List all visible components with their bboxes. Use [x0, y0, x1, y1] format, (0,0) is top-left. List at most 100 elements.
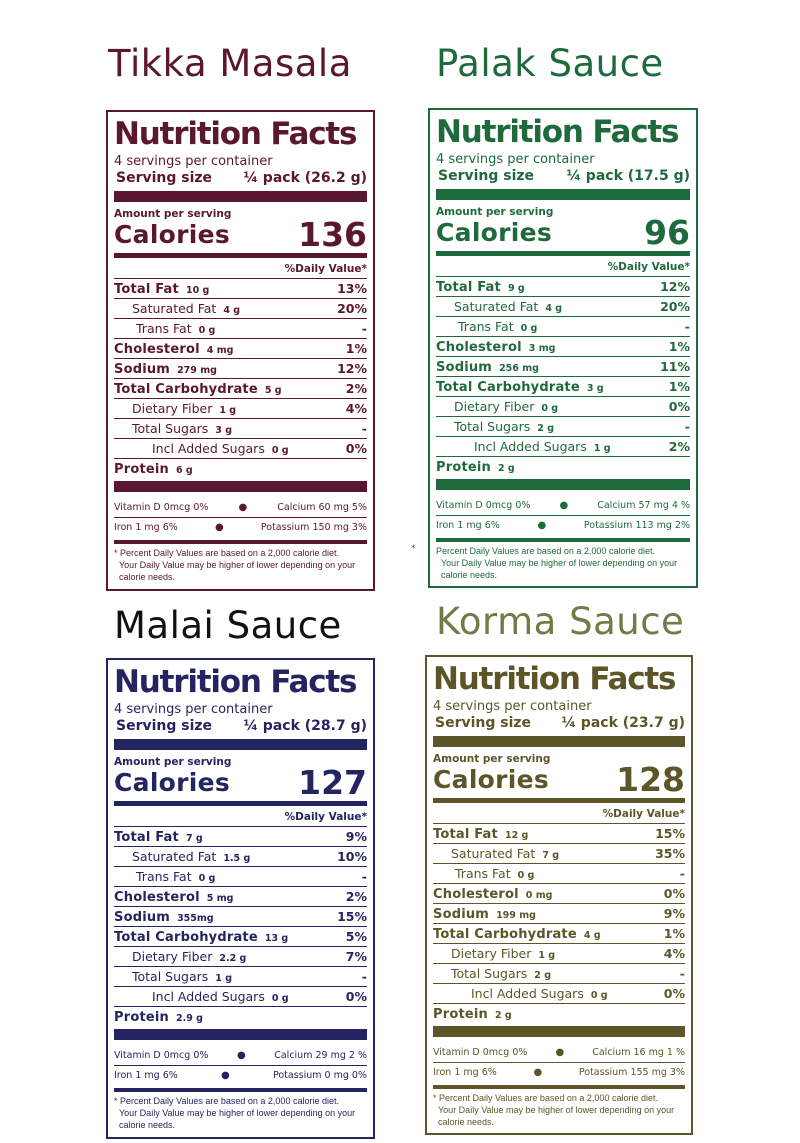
nutrient-row-dietary-fiber: Dietary Fiber 1 g 4% [433, 944, 685, 964]
nutrient-daily-value: 4% [663, 946, 685, 961]
nutrient-label: Saturated Fat [454, 299, 539, 314]
nutrient-label: Incl Added Sugars [474, 439, 587, 454]
footnote-line: calorie needs. [441, 570, 498, 580]
serving-size-row: Serving size ¼ pack (28.7 g) [114, 717, 367, 735]
nutrient-label: Total Carbohydrate [114, 382, 258, 397]
thin-divider [436, 538, 690, 542]
vitamin-d: Vitamin D 0mcg 0% [114, 501, 209, 513]
nutrient-row-sodium: Sodium 279 mg 12% [114, 359, 367, 379]
stray-asterisk: * [411, 544, 416, 554]
nutrient-row-trans-fat: Trans Fat 0 g - [436, 317, 690, 337]
nutrient-label: Total Carbohydrate [436, 380, 580, 395]
nutrient-amount: 2 g [537, 423, 554, 434]
nutrient-row-total-sugars: Total Sugars 1 g - [114, 967, 367, 987]
nutrient-row-total-fat: Total Fat 10 g 13% [114, 279, 367, 299]
nutrient-amount: 4 g [223, 305, 241, 316]
daily-value-header: %Daily Value* [114, 810, 367, 827]
nutrient-amount: 1 g [215, 973, 232, 984]
nutrient-amount: 0 mg [525, 890, 553, 901]
vitamin-d: Vitamin D 0mcg 0% [114, 1049, 209, 1061]
potassium: Potassium 150 mg 3% [260, 522, 367, 533]
calories-value: 127 [298, 763, 367, 802]
nutrient-label: Dietary Fiber [454, 399, 535, 414]
nutrition-facts-heading: Nutrition Facts [436, 114, 679, 150]
nutrient-amount: 0 g [520, 323, 538, 334]
daily-value-header: %Daily Value* [433, 807, 685, 824]
serving-size-row: Serving size ¼ pack (17.5 g) [436, 167, 690, 185]
nutrient-daily-value: 5% [345, 929, 367, 944]
nutrient-daily-value: 12% [660, 279, 690, 294]
iron: Iron 1 mg 6% [114, 1070, 178, 1081]
nutrient-row-sodium: Sodium 199 mg 9% [433, 904, 685, 924]
footnote: * Percent Daily Values are based on a 2,… [114, 547, 367, 583]
calcium: Calcium 57 mg 4 % [597, 499, 690, 511]
serving-size-label: Serving size [435, 715, 532, 731]
nutrient-row-saturated-fat: Saturated Fat 7 g 35% [433, 844, 685, 864]
nutrient-amount: 7 g [185, 833, 203, 844]
thin-divider [433, 1085, 685, 1089]
amount-per-serving: Amount per serving [114, 756, 232, 768]
nutrient-daily-value: 20% [660, 299, 690, 314]
nutrient-row-cholesterol: Cholesterol 3 mg 1% [436, 337, 690, 357]
nutrient-label: Cholesterol [114, 890, 200, 905]
vitamin-row-1: Vitamin D 0mcg 0% ● Calcium 29 mg 2 % [114, 1046, 367, 1066]
nutrient-label: Protein [433, 1007, 489, 1022]
nutrient-daily-value: 35% [655, 846, 685, 861]
serving-size-value: ¼ pack (28.7 g) [243, 718, 367, 734]
nutrient-daily-value: 12% [337, 361, 367, 376]
nutrient-amount: 4 g [583, 930, 601, 941]
nutrient-amount: 1.5 g [223, 853, 251, 864]
serving-size-label: Serving size [116, 718, 213, 734]
nutrient-row-incl-added-sugars: Incl Added Sugars 0 g 0% [433, 984, 685, 1004]
bullet-icon: ● [533, 1067, 543, 1078]
iron: Iron 1 mg 6% [436, 520, 500, 531]
nutrient-row-dietary-fiber: Dietary Fiber 1 g 4% [114, 399, 367, 419]
potassium: Potassium 0 mg 0% [272, 1070, 367, 1081]
nutrient-label: Incl Added Sugars [152, 989, 265, 1004]
nutrient-amount: 1 g [538, 950, 556, 961]
servings-per-container: 4 servings per container [436, 152, 595, 167]
nutrition-panel-malai-sauce: Nutrition Facts 4 servings per container S… [106, 658, 375, 1139]
nutrient-row-trans-fat: Trans Fat 0 g - [114, 867, 367, 887]
serving-size-value: ¼ pack (17.5 g) [566, 168, 690, 184]
nutrient-label: Total Sugars [451, 966, 528, 981]
nutrient-amount: 2 g [534, 970, 551, 981]
calories-label: Calories [114, 768, 231, 797]
nutrient-daily-value: - [684, 319, 690, 334]
nutrition-facts-heading: Nutrition Facts [114, 664, 357, 700]
medium-divider [433, 798, 685, 803]
daily-value-header: %Daily Value* [436, 260, 690, 277]
calories-label: Calories [114, 220, 231, 249]
nutrient-amount: 0 g [271, 993, 289, 1004]
vitamin-row-1: Vitamin D 0mcg 0% ● Calcium 60 mg 5% [114, 498, 367, 518]
nutrient-label: Cholesterol [114, 342, 200, 357]
nutrition-facts-heading: Nutrition Facts [433, 661, 676, 697]
nutrient-label: Saturated Fat [451, 846, 536, 861]
nutrition-panel-tikka-masala: Nutrition Facts 4 servings per container S… [106, 110, 375, 591]
nutrient-daily-value: - [679, 866, 685, 881]
vitamin-row-2: Iron 1 mg 6% ● Potassium 0 mg 0% [114, 1066, 367, 1086]
nutrient-label: Total Fat [114, 282, 179, 297]
calories-row: Calories 128 [433, 763, 685, 796]
thick-divider [436, 189, 690, 200]
nutrient-amount: 4 mg [206, 345, 234, 356]
nutrient-daily-value: - [361, 969, 367, 984]
nutrient-row-protein: Protein 6 g [114, 459, 367, 479]
footnote-line: Your Daily Value may be higher of lower … [438, 1105, 675, 1115]
nutrient-daily-value: 15% [337, 909, 367, 924]
thick-divider [114, 191, 367, 202]
calories-label: Calories [433, 765, 550, 794]
title-tikka-masala: Tikka Masala [108, 42, 352, 85]
nutrition-facts-heading: Nutrition Facts [114, 116, 357, 152]
nutrient-amount: 5 g [264, 385, 282, 396]
bullet-icon: ● [559, 499, 569, 511]
calories-label: Calories [436, 218, 553, 247]
calcium: Calcium 60 mg 5% [277, 501, 367, 513]
bullet-icon: ● [555, 1046, 565, 1058]
nutrient-daily-value: 1% [345, 341, 367, 356]
amount-per-serving: Amount per serving [433, 753, 551, 765]
nutrient-daily-value: 4% [345, 401, 367, 416]
vitamin-row-2: Iron 1 mg 6% ● Potassium 155 mg 3% [433, 1063, 685, 1083]
nutrient-amount: 0 g [271, 445, 289, 456]
nutrient-label: Saturated Fat [132, 849, 217, 864]
